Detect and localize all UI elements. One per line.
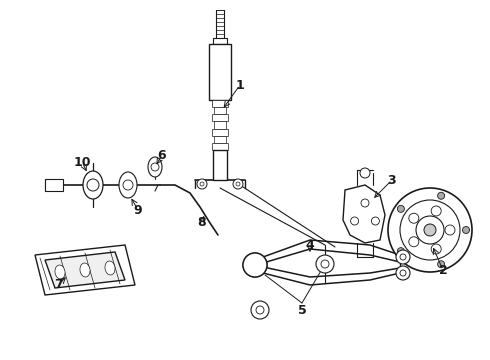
Bar: [213, 150, 227, 180]
Circle shape: [371, 217, 379, 225]
Bar: [212, 114, 228, 121]
Bar: [45, 179, 63, 191]
Circle shape: [123, 180, 133, 190]
Bar: [209, 44, 231, 100]
Circle shape: [424, 224, 436, 236]
Ellipse shape: [119, 172, 137, 198]
Circle shape: [197, 179, 207, 189]
Circle shape: [321, 260, 329, 268]
Circle shape: [438, 261, 444, 268]
Polygon shape: [35, 245, 135, 295]
Circle shape: [250, 260, 260, 270]
Circle shape: [396, 250, 410, 264]
Circle shape: [431, 244, 441, 254]
Circle shape: [400, 200, 460, 260]
Circle shape: [416, 216, 444, 244]
Circle shape: [400, 254, 406, 260]
Circle shape: [151, 163, 159, 171]
Text: 10: 10: [73, 156, 91, 168]
Text: 4: 4: [306, 239, 315, 252]
Bar: [212, 100, 228, 107]
Circle shape: [200, 182, 204, 186]
Text: 6: 6: [158, 149, 166, 162]
Circle shape: [351, 217, 359, 225]
Circle shape: [361, 199, 369, 207]
Bar: [213, 38, 227, 44]
Bar: [214, 107, 226, 114]
Circle shape: [251, 301, 269, 319]
Text: 8: 8: [197, 216, 206, 229]
Text: 1: 1: [236, 78, 245, 91]
Circle shape: [431, 206, 441, 216]
Circle shape: [438, 192, 444, 199]
Bar: [214, 136, 226, 143]
Circle shape: [87, 179, 99, 191]
Polygon shape: [45, 252, 125, 288]
Circle shape: [316, 255, 334, 273]
Circle shape: [256, 306, 264, 314]
Text: 5: 5: [297, 303, 306, 316]
Text: 3: 3: [388, 174, 396, 186]
Circle shape: [397, 205, 404, 212]
Circle shape: [445, 225, 455, 235]
Circle shape: [236, 182, 240, 186]
Ellipse shape: [55, 265, 65, 279]
Circle shape: [409, 213, 419, 223]
Circle shape: [243, 253, 267, 277]
Ellipse shape: [148, 157, 162, 177]
Text: 2: 2: [439, 264, 447, 276]
Ellipse shape: [105, 261, 115, 275]
Bar: [214, 121, 226, 129]
Polygon shape: [343, 185, 385, 243]
Circle shape: [360, 168, 370, 178]
Ellipse shape: [80, 263, 90, 277]
Circle shape: [463, 226, 469, 234]
Circle shape: [243, 253, 267, 277]
Circle shape: [397, 248, 404, 255]
Bar: [212, 129, 228, 136]
Circle shape: [388, 188, 472, 272]
Circle shape: [400, 270, 406, 276]
Circle shape: [233, 179, 243, 189]
Bar: [212, 143, 228, 150]
Ellipse shape: [83, 171, 103, 199]
Circle shape: [409, 237, 419, 247]
Circle shape: [396, 266, 410, 280]
Text: 7: 7: [53, 279, 62, 292]
Text: 9: 9: [134, 203, 142, 216]
